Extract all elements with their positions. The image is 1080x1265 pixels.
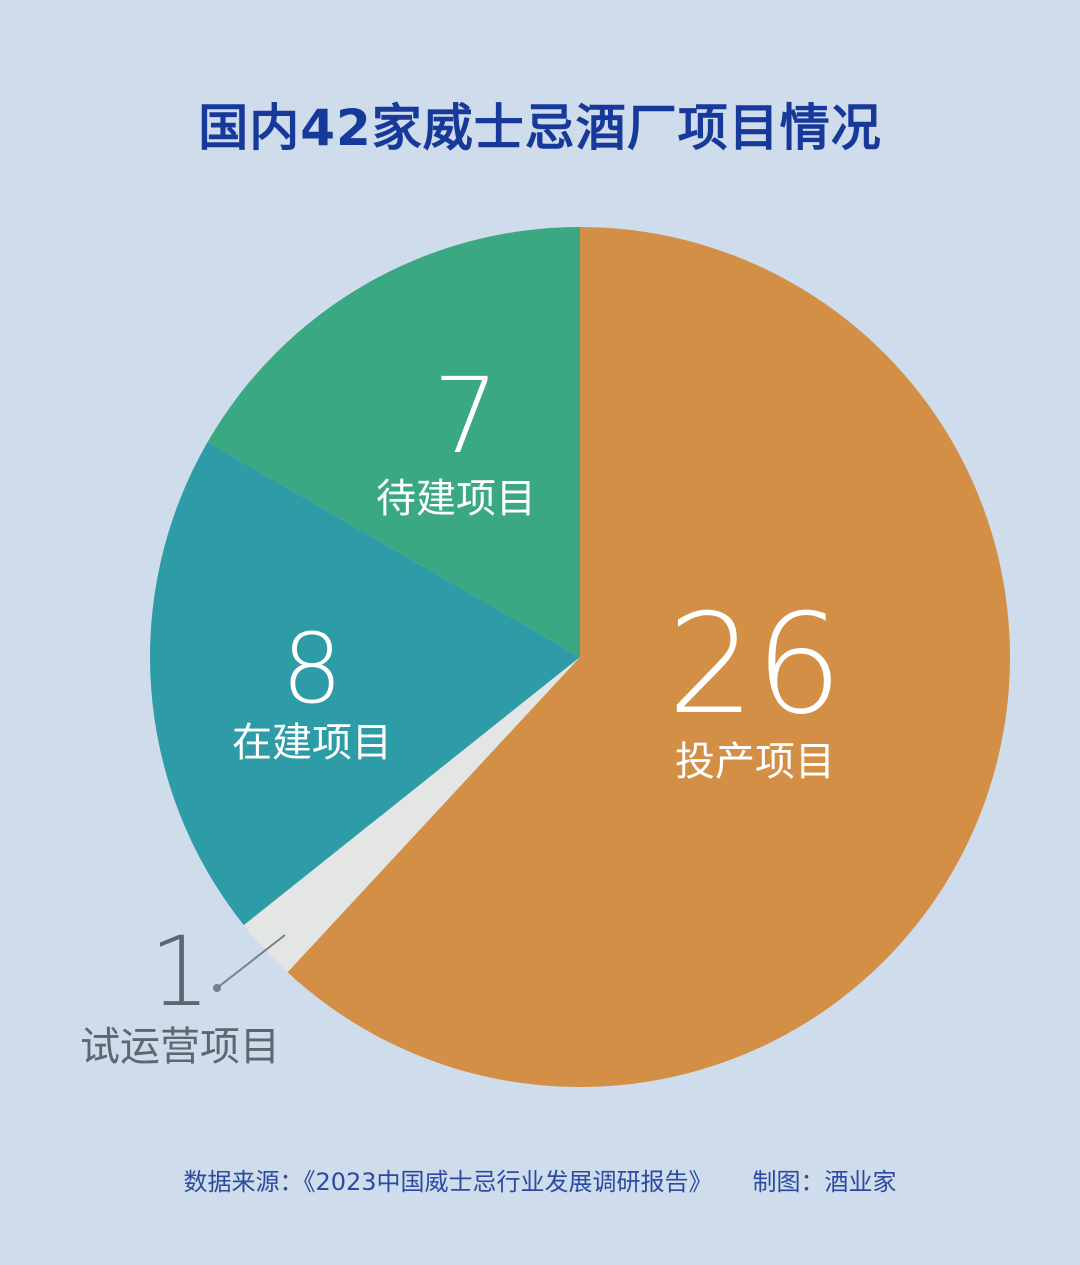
slice-value-label: 8 bbox=[281, 613, 342, 725]
slice-value-label: 26 bbox=[667, 584, 843, 745]
slice-category-label: 投产项目 bbox=[675, 739, 835, 785]
pie-slice-1 bbox=[243, 657, 580, 973]
leader-dot bbox=[213, 984, 221, 992]
slice-category-label: 试运营项目 bbox=[80, 1024, 280, 1070]
pie-slices bbox=[150, 227, 1010, 1087]
chart-credit: 制图：酒业家 bbox=[752, 1168, 897, 1196]
slice-category-label: 在建项目 bbox=[232, 720, 392, 766]
data-source: 数据来源：《2023中国威士忌行业发展调研报告》 bbox=[183, 1168, 713, 1196]
footer: 数据来源：《2023中国威士忌行业发展调研报告》 制图：酒业家 bbox=[0, 1162, 1080, 1197]
slice-category-label: 待建项目 bbox=[376, 476, 536, 522]
slice-value-label: 1 bbox=[149, 916, 210, 1028]
leader-line bbox=[216, 934, 286, 989]
slice-value-label: 7 bbox=[433, 355, 499, 477]
pie-slice-0 bbox=[287, 227, 1010, 1087]
chart-title: 国内42家威士忌酒厂项目情况 bbox=[198, 99, 882, 157]
pie-slice-2 bbox=[150, 442, 580, 926]
pie-slice-3 bbox=[207, 227, 580, 657]
